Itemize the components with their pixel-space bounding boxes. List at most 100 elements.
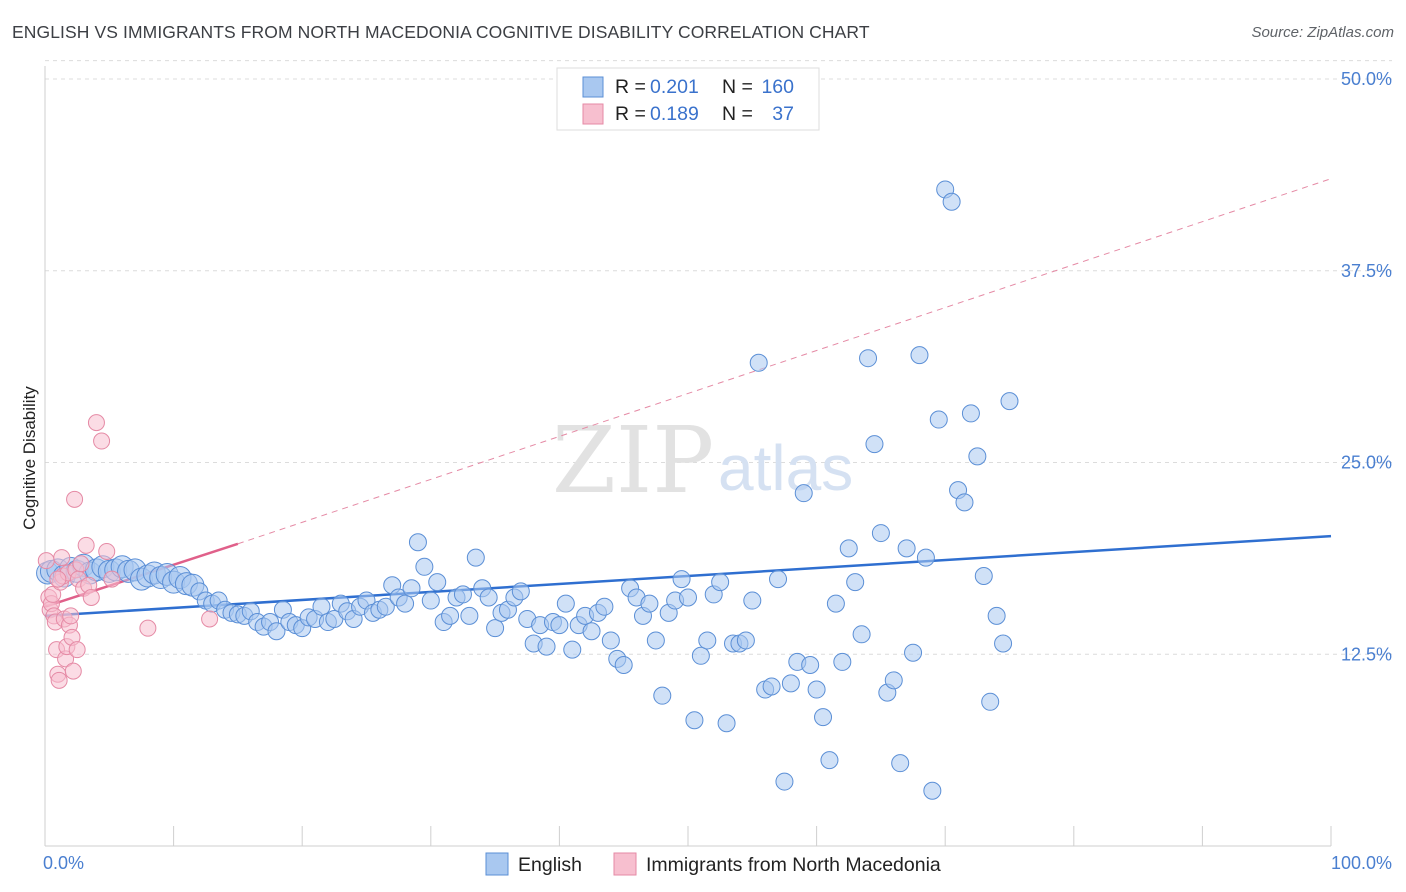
legend-r-value-english: 0.201 (650, 76, 699, 98)
english-point-99 (672, 570, 691, 589)
english-point-137 (916, 548, 935, 567)
english-point-120 (807, 680, 826, 699)
english-point-96 (653, 686, 672, 705)
english-point-114 (769, 570, 788, 589)
english-point-141 (942, 192, 961, 211)
english-point-115 (775, 772, 794, 791)
immigrants-point-36 (49, 570, 67, 588)
english-point-66 (460, 606, 479, 625)
english-point-80 (550, 616, 569, 635)
english-point-144 (961, 404, 980, 423)
english-point-59 (415, 557, 434, 576)
immigrants-point-31 (93, 432, 111, 450)
english-point-74 (511, 582, 530, 601)
legend-swatch-english (582, 76, 604, 98)
english-point-136 (910, 346, 929, 365)
top-legend: R = 0.201 N = 160 R = 0.189 N = 37 (556, 67, 820, 131)
legend-n-value-english: 160 (761, 76, 794, 98)
immigrants-point-9 (50, 671, 68, 689)
english-point-78 (537, 637, 556, 656)
english-point-132 (884, 671, 903, 690)
english-point-111 (749, 353, 768, 372)
english-point-106 (717, 714, 736, 733)
english-point-85 (582, 622, 601, 641)
y-tick-label-1: 25.0% (1341, 453, 1392, 473)
english-point-95 (646, 631, 665, 650)
y-tick-label-2: 37.5% (1341, 261, 1392, 281)
bottom-legend-swatch-immigrants (613, 852, 637, 876)
english-point-43 (312, 597, 331, 616)
bottom-legend-swatch-english (485, 852, 509, 876)
english-point-36 (267, 622, 286, 641)
english-point-63 (441, 606, 460, 625)
english-point-110 (743, 591, 762, 610)
watermark-atlas: atlas (718, 432, 853, 504)
english-point-134 (897, 539, 916, 558)
english-point-126 (846, 573, 865, 592)
english-point-129 (865, 435, 884, 454)
legend-r-label-immigrants: R = (615, 103, 646, 125)
bottom-legend: English Immigrants from North Macedonia (485, 852, 941, 876)
english-point-121 (814, 708, 833, 727)
immigrants-point-29 (82, 588, 100, 606)
legend-r-label-english: R = (615, 76, 646, 98)
x-tick-label-1: 100.0% (1331, 853, 1392, 873)
english-point-130 (871, 524, 890, 543)
english-point-123 (826, 594, 845, 613)
y-tick-labels: 12.5% 25.0% 37.5% 50.0% (1341, 69, 1392, 664)
english-point-128 (859, 349, 878, 368)
english-point-124 (833, 652, 852, 671)
immigrants-point-23 (68, 641, 86, 659)
bottom-legend-immigrants: Immigrants from North Macedonia (646, 854, 941, 876)
english-point-148 (987, 606, 1006, 625)
chart-title: ENGLISH VS IMMIGRANTS FROM NORTH MACEDON… (12, 22, 870, 42)
watermark-zip: ZIP (552, 407, 714, 514)
immigrants-point-32 (98, 542, 116, 560)
english-point-147 (981, 692, 1000, 711)
x-tick-label-0: 0.0% (43, 853, 84, 873)
english-point-82 (563, 640, 582, 659)
english-point-88 (601, 631, 620, 650)
english-point-103 (698, 631, 717, 650)
immigrants-point-18 (62, 607, 80, 625)
english-point-133 (891, 754, 910, 773)
english-point-81 (556, 594, 575, 613)
english-point-119 (801, 655, 820, 674)
english-point-139 (929, 410, 948, 429)
english-point-118 (794, 484, 813, 503)
english-point-113 (762, 677, 781, 696)
english-point-58 (408, 533, 427, 552)
axes (44, 66, 1332, 847)
immigrants-point-30 (87, 414, 105, 432)
english-point-57 (402, 579, 421, 598)
english-point-109 (736, 631, 755, 650)
trend-lines (44, 178, 1332, 618)
y-axis-label: Cognitive Disability (20, 386, 39, 530)
bottom-legend-english: English (518, 854, 582, 876)
immigrants-point-0 (37, 552, 55, 570)
immigrants-point-34 (139, 619, 157, 637)
english-point-101 (685, 711, 704, 730)
immigrants-point-25 (72, 555, 90, 573)
english-point-69 (479, 588, 498, 607)
english-point-105 (711, 573, 730, 592)
english-point-150 (1000, 392, 1019, 411)
legend-n-label-immigrants: N = (722, 103, 753, 125)
y-tick-label-0: 12.5% (1341, 644, 1392, 664)
watermark: ZIP atlas (552, 407, 853, 514)
english-point-122 (820, 751, 839, 770)
english-point-145 (968, 447, 987, 466)
english-point-116 (781, 674, 800, 693)
english-point-87 (595, 597, 614, 616)
immigrants-point-11 (53, 549, 71, 567)
immigrants-point-21 (66, 490, 84, 508)
english-point-143 (955, 493, 974, 512)
immigrants-point-35 (201, 610, 219, 628)
english-point-60 (421, 591, 440, 610)
english-point-90 (614, 655, 633, 674)
english-point-67 (466, 548, 485, 567)
english-point-135 (904, 643, 923, 662)
immigrants-point-33 (103, 570, 121, 588)
english-point-56 (396, 594, 415, 613)
